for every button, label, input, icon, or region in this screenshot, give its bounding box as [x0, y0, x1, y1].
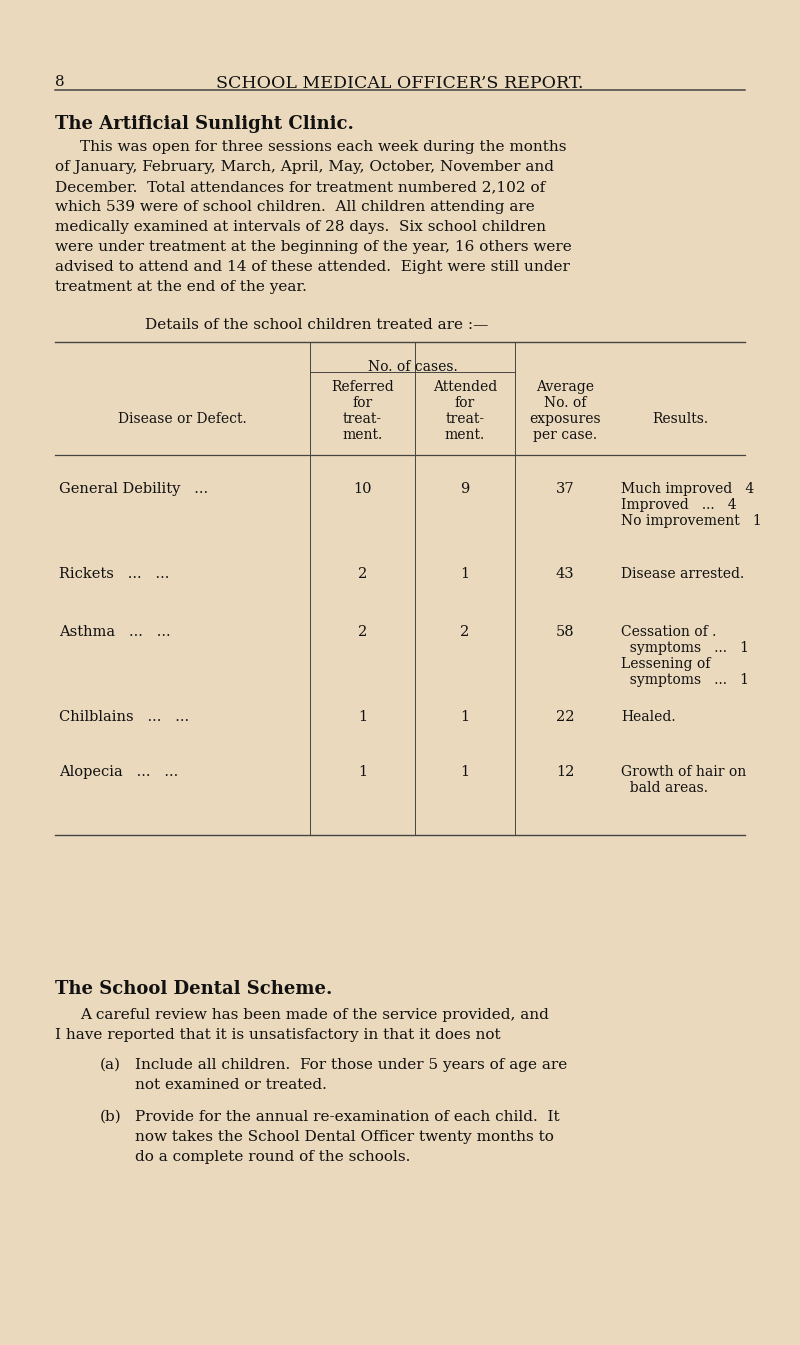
- Text: ment.: ment.: [342, 428, 382, 443]
- Text: General Debility   ...: General Debility ...: [59, 482, 208, 496]
- Text: Growth of hair on: Growth of hair on: [621, 765, 746, 779]
- Text: of January, February, March, April, May, October, November and: of January, February, March, April, May,…: [55, 160, 554, 174]
- Text: No. of: No. of: [544, 395, 586, 410]
- Text: 37: 37: [556, 482, 574, 496]
- Text: now takes the School Dental Officer twenty months to: now takes the School Dental Officer twen…: [135, 1130, 554, 1145]
- Text: were under treatment at the beginning of the year, 16 others were: were under treatment at the beginning of…: [55, 239, 572, 254]
- Text: Details of the school children treated are :—: Details of the school children treated a…: [145, 317, 488, 332]
- Text: Improved   ...   4: Improved ... 4: [621, 498, 737, 512]
- Text: I have reported that it is unsatisfactory in that it does not: I have reported that it is unsatisfactor…: [55, 1028, 501, 1042]
- Text: 9: 9: [460, 482, 470, 496]
- Text: advised to attend and 14 of these attended.  Eight were still under: advised to attend and 14 of these attend…: [55, 260, 570, 274]
- Text: not examined or treated.: not examined or treated.: [135, 1077, 327, 1092]
- Text: 22: 22: [556, 710, 574, 724]
- Text: do a complete round of the schools.: do a complete round of the schools.: [135, 1150, 410, 1163]
- Text: Rickets   ...   ...: Rickets ... ...: [59, 568, 170, 581]
- Text: 10: 10: [354, 482, 372, 496]
- Text: which 539 were of school children.  All children attending are: which 539 were of school children. All c…: [55, 200, 534, 214]
- Text: 2: 2: [358, 568, 367, 581]
- Text: Much improved   4: Much improved 4: [621, 482, 754, 496]
- Text: 12: 12: [556, 765, 574, 779]
- Text: Lessening of: Lessening of: [621, 656, 710, 671]
- Text: Disease arrested.: Disease arrested.: [621, 568, 744, 581]
- Text: bald areas.: bald areas.: [621, 781, 708, 795]
- Text: No. of cases.: No. of cases.: [368, 360, 458, 374]
- Text: Cessation of .: Cessation of .: [621, 625, 716, 639]
- Text: treat-: treat-: [446, 412, 485, 426]
- Text: 2: 2: [358, 625, 367, 639]
- Text: 1: 1: [461, 765, 470, 779]
- Text: The School Dental Scheme.: The School Dental Scheme.: [55, 981, 332, 998]
- Text: A careful review has been made of the service provided, and: A careful review has been made of the se…: [80, 1007, 549, 1022]
- Text: treat-: treat-: [343, 412, 382, 426]
- Text: Include all children.  For those under 5 years of age are: Include all children. For those under 5 …: [135, 1059, 567, 1072]
- Text: 2: 2: [460, 625, 470, 639]
- Text: 1: 1: [461, 568, 470, 581]
- Text: exposures: exposures: [529, 412, 601, 426]
- Text: Chilblains   ...   ...: Chilblains ... ...: [59, 710, 189, 724]
- Text: 1: 1: [358, 710, 367, 724]
- Text: Results.: Results.: [652, 412, 708, 426]
- Text: (a): (a): [100, 1059, 121, 1072]
- Text: (b): (b): [100, 1110, 122, 1124]
- Text: Asthma   ...   ...: Asthma ... ...: [59, 625, 170, 639]
- Text: Healed.: Healed.: [621, 710, 676, 724]
- Text: SCHOOL MEDICAL OFFICER’S REPORT.: SCHOOL MEDICAL OFFICER’S REPORT.: [216, 75, 584, 91]
- Text: Referred: Referred: [331, 381, 394, 394]
- Text: per case.: per case.: [533, 428, 597, 443]
- Text: Alopecia   ...   ...: Alopecia ... ...: [59, 765, 178, 779]
- Text: December.  Total attendances for treatment numbered 2,102 of: December. Total attendances for treatmen…: [55, 180, 546, 194]
- Text: 8: 8: [55, 75, 65, 89]
- Text: This was open for three sessions each week during the months: This was open for three sessions each we…: [80, 140, 566, 153]
- Text: Disease or Defect.: Disease or Defect.: [118, 412, 247, 426]
- Text: for: for: [455, 395, 475, 410]
- Text: symptoms   ...   1: symptoms ... 1: [621, 672, 749, 687]
- Text: The Artificial Sunlight Clinic.: The Artificial Sunlight Clinic.: [55, 116, 354, 133]
- Text: Provide for the annual re-examination of each child.  It: Provide for the annual re-examination of…: [135, 1110, 560, 1124]
- Text: Average: Average: [536, 381, 594, 394]
- Text: No improvement   1: No improvement 1: [621, 514, 762, 529]
- Text: Attended: Attended: [433, 381, 497, 394]
- Text: for: for: [352, 395, 373, 410]
- Text: 43: 43: [556, 568, 574, 581]
- Text: ment.: ment.: [445, 428, 485, 443]
- Text: 1: 1: [358, 765, 367, 779]
- Text: 1: 1: [461, 710, 470, 724]
- Text: 58: 58: [556, 625, 574, 639]
- Text: symptoms   ...   1: symptoms ... 1: [621, 642, 749, 655]
- Text: medically examined at intervals of 28 days.  Six school children: medically examined at intervals of 28 da…: [55, 221, 546, 234]
- Text: treatment at the end of the year.: treatment at the end of the year.: [55, 280, 307, 295]
